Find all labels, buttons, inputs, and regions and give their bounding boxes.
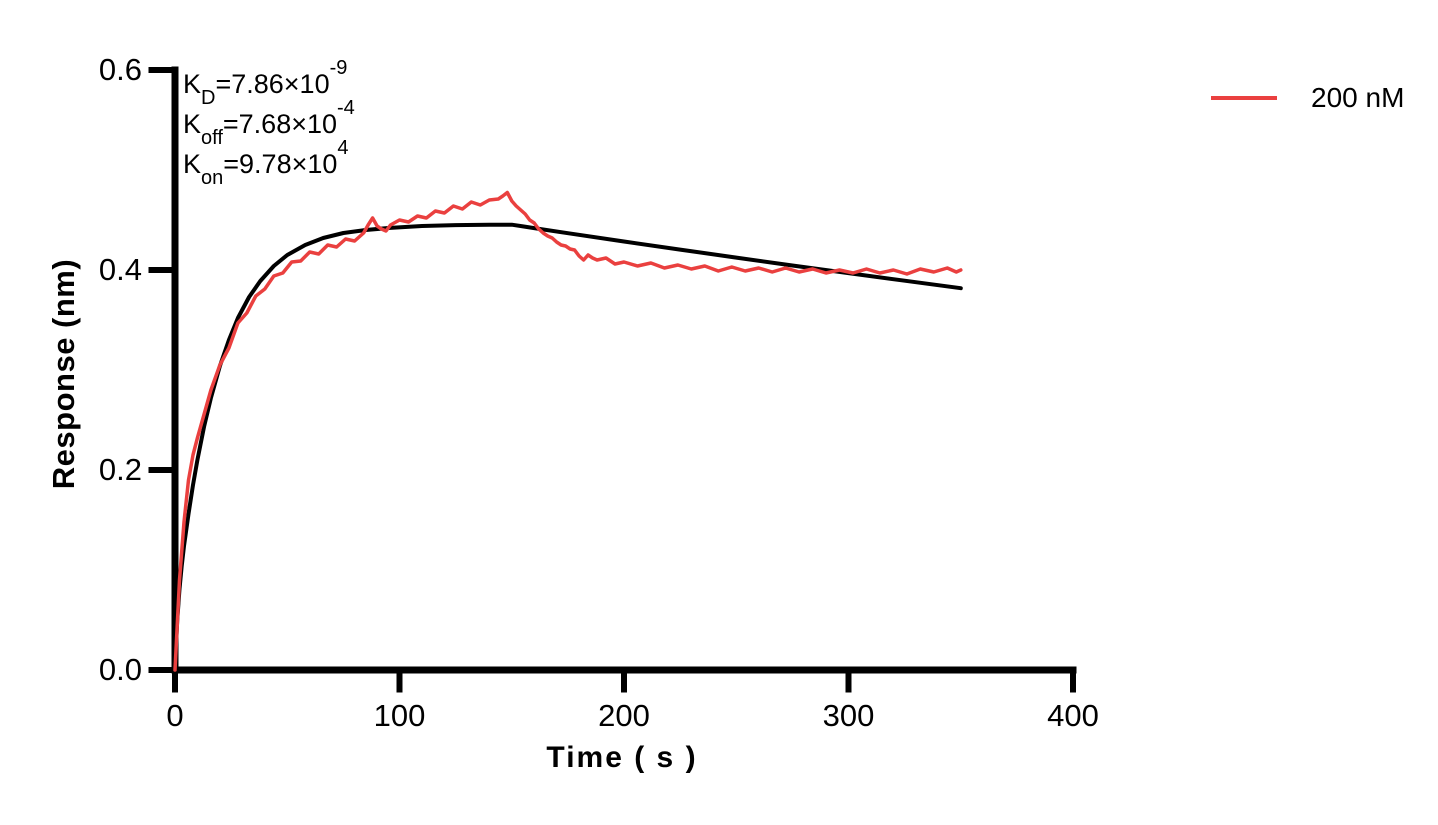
kon-number: =9.78×10	[223, 149, 338, 179]
x-axis-title: Time ( s )	[546, 741, 698, 774]
kon-value: Kon=9.78×104	[183, 138, 355, 188]
koff-subscript: off	[201, 127, 223, 150]
y-tick-label: 0.4	[98, 252, 142, 287]
kon-subscript: on	[201, 167, 224, 190]
kd-symbol: K	[183, 69, 202, 99]
kon-exponent: 4	[337, 137, 349, 159]
koff-number: =7.68×10	[222, 109, 338, 139]
x-tick-label: 200	[598, 698, 650, 733]
x-tick-label: 100	[373, 698, 426, 733]
y-tick-label: 0.6	[98, 52, 142, 87]
legend-line-swatch	[1211, 96, 1277, 100]
kon-symbol: K	[183, 149, 202, 179]
kd-exponent: -9	[329, 57, 348, 79]
kd-number: =7.86×10	[215, 69, 330, 99]
koff-exponent: -4	[337, 97, 355, 119]
kd-subscript: D	[201, 87, 216, 110]
series-measured-trace	[173, 190, 963, 672]
kd-value: KD=7.86×10-9	[183, 58, 355, 108]
x-tick-label: 0	[166, 698, 184, 733]
y-tick-label: 0.0	[98, 652, 142, 687]
x-tick-label: 400	[1047, 698, 1099, 733]
series-fitted-curve	[173, 222, 963, 672]
legend: 200 nM	[1211, 82, 1405, 113]
kinetic-constants-annotation: KD=7.86×10-9 Koff=7.68×10-4 Kon=9.78×104	[183, 58, 355, 188]
legend-label: 200 nM	[1311, 82, 1405, 113]
x-tick-label: 300	[822, 698, 875, 733]
y-tick-label: 0.2	[98, 452, 142, 487]
koff-value: Koff=7.68×10-4	[183, 98, 355, 148]
koff-symbol: K	[183, 109, 202, 139]
